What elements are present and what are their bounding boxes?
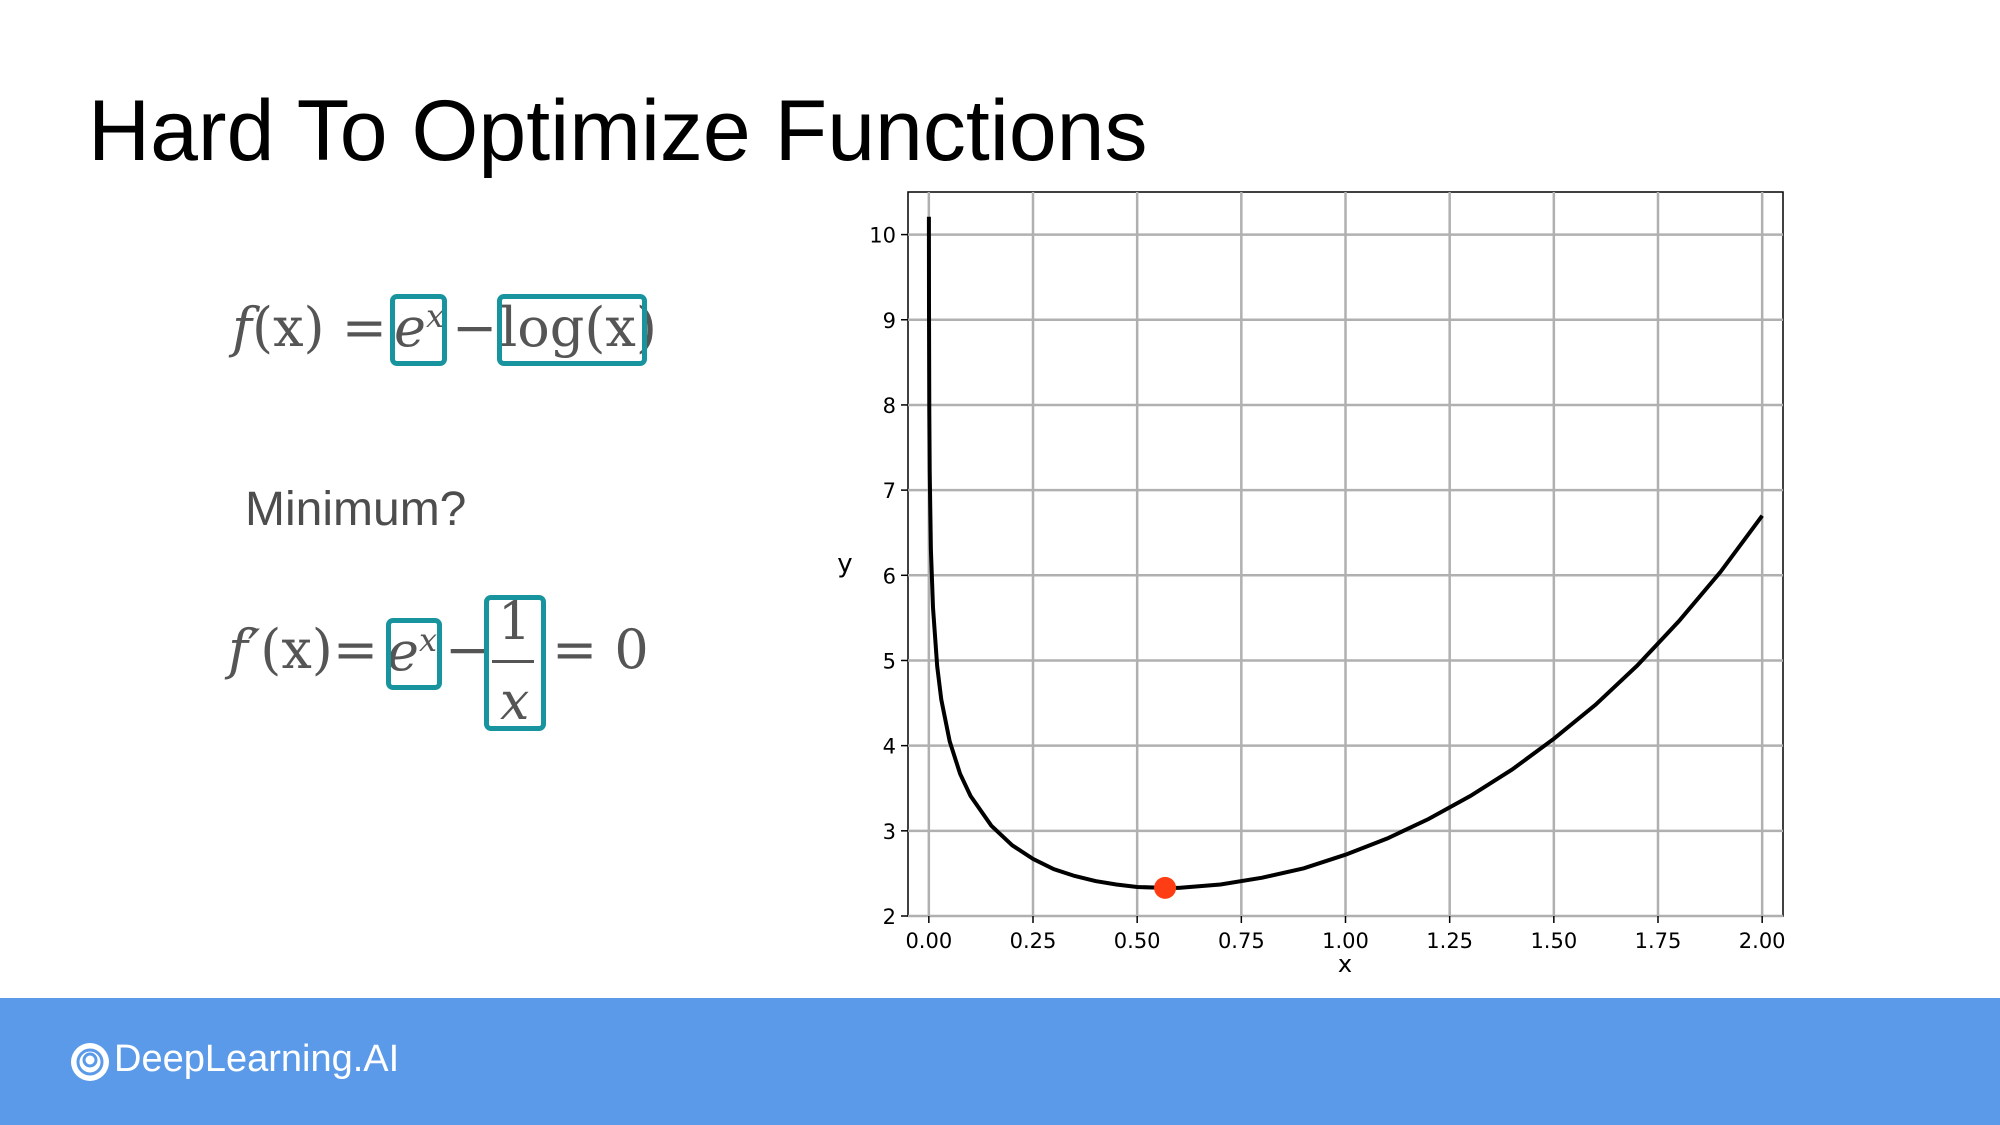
equals-zero: = 0 (552, 618, 649, 681)
x-tick-label: 1.50 (1530, 929, 1577, 953)
x-tick-label: 2.00 (1739, 929, 1786, 953)
derivative-equation: f′(x)= (228, 618, 378, 681)
derivative-minus-sign: − (445, 618, 491, 681)
x-tick-label: 1.00 (1322, 929, 1369, 953)
slide-title: Hard To Optimize Functions (88, 83, 1148, 179)
x-tick-label: 1.75 (1635, 929, 1682, 953)
minimum-question: Minimum? (245, 483, 467, 536)
y-tick-label: 4 (883, 735, 896, 759)
brand-name: DeepLearning.AI (114, 1038, 400, 1080)
y-tick-label: 7 (883, 479, 896, 503)
derivative-exp-highlight (386, 618, 442, 690)
y-tick-label: 2 (883, 905, 896, 929)
exp-term-highlight (390, 294, 447, 366)
function-equation: f(x) = (232, 296, 387, 359)
minus-sign: − (452, 296, 498, 359)
function-chart: 0.00 0.25 0.50 0.75 1.00 1.25 1.50 1.75 2.00 2 3 4… (837, 191, 1786, 978)
y-axis-label: y (837, 549, 852, 579)
log-term: log(x) (500, 296, 657, 359)
y-tick-label: 9 (883, 309, 896, 333)
fraction-highlight (484, 595, 546, 731)
x-axis-label: x (1338, 950, 1352, 978)
x-tick-label: 0.75 (1218, 929, 1265, 953)
exp-term: ex (394, 296, 445, 359)
f-prime-symbol: f′ (228, 618, 261, 681)
log-term-highlight (497, 294, 647, 366)
fraction-bar (492, 660, 534, 663)
y-tick-label: 10 (869, 224, 896, 248)
f-symbol: f (232, 296, 252, 359)
deeplearning-logo-icon (71, 1043, 109, 1081)
y-tick-label: 3 (883, 820, 896, 844)
x-tick-label: 0.50 (1114, 929, 1161, 953)
x-tick-label: 0.25 (1010, 929, 1057, 953)
footer-bar: DeepLearning.AI (0, 998, 2000, 1125)
f-prime-argument: (x)= (260, 618, 379, 681)
function-curve (926, 216, 1764, 890)
minimum-point (1154, 876, 1177, 899)
y-tick-label: 5 (883, 649, 896, 673)
x-tick-label: 0.00 (905, 929, 952, 953)
y-tick-label: 8 (883, 394, 896, 418)
x-tick-label: 1.25 (1426, 929, 1473, 953)
derivative-exp-term: ex (387, 620, 438, 683)
fraction-numerator: 1 (498, 592, 532, 652)
f-argument: (x) = (252, 296, 387, 359)
fraction-denominator: x (500, 672, 530, 732)
y-tick-label: 6 (883, 564, 896, 588)
